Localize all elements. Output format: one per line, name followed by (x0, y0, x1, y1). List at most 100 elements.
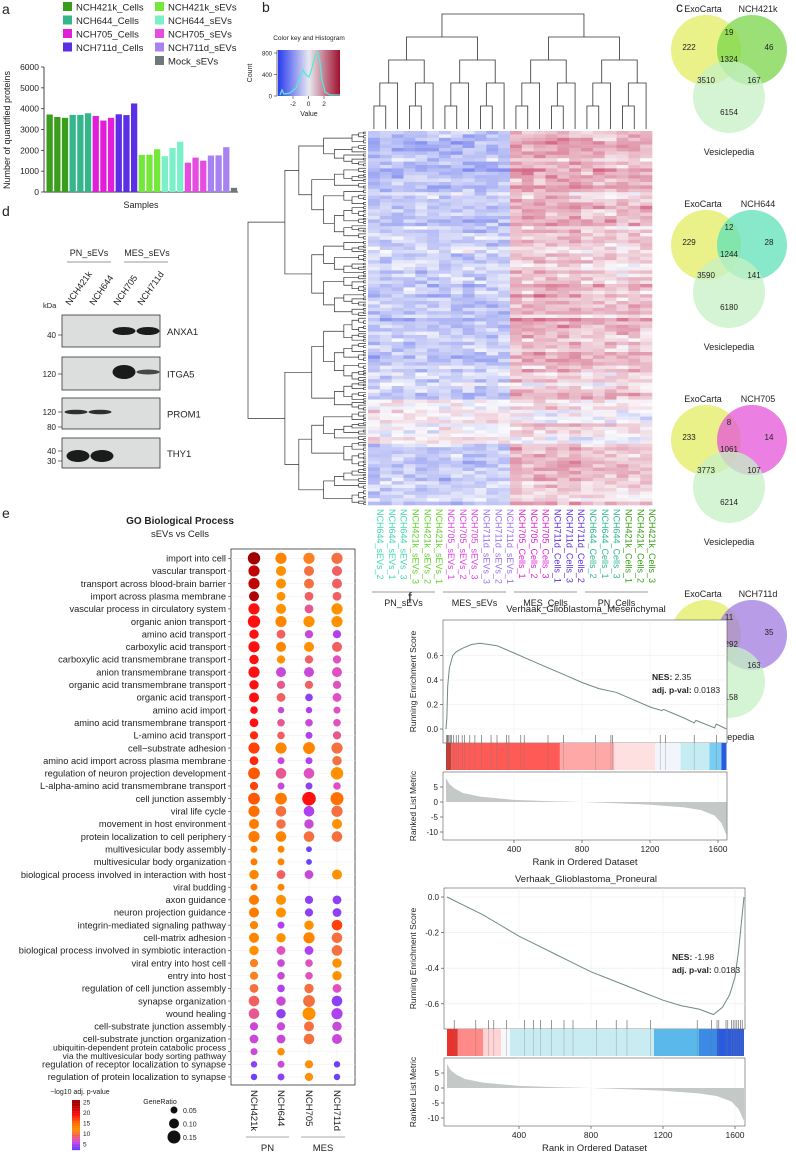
color-legend-step (72, 1105, 80, 1107)
heatmap-cell (569, 382, 582, 387)
heatmap-cell (450, 131, 463, 135)
heatmap-cell (498, 501, 511, 506)
heatmap-cell (462, 290, 475, 295)
heatmap-cell (604, 382, 617, 387)
heatmap-cell (427, 498, 440, 502)
heatmap-cell (510, 430, 523, 434)
heatmap-cell (510, 171, 523, 176)
dendrogram-branch (444, 105, 458, 129)
term-label: amino acid transport (142, 629, 227, 639)
heatmap-cell (462, 324, 475, 329)
go-dot (304, 565, 314, 576)
go-dot (249, 629, 259, 639)
heatmap-cell (439, 454, 452, 458)
go-dot (248, 666, 260, 678)
heatmap-cell (486, 379, 499, 383)
heatmap-cell (510, 168, 523, 173)
heatmap-cell (557, 426, 570, 431)
dendrogram-branch (363, 131, 366, 135)
heatmap-cell (616, 246, 629, 251)
heatmap-cell (628, 171, 641, 176)
heatmap-cell (498, 341, 511, 346)
heatmap-cell (462, 389, 475, 394)
heatmap-cell (415, 464, 428, 468)
heatmap-cell (415, 379, 428, 383)
heatmap-cell (368, 175, 381, 179)
heatmap-cell (604, 277, 617, 281)
go-dot (304, 630, 314, 639)
heatmap-cell (474, 488, 487, 492)
x-axis-label: Rank in Ordered Dataset (542, 1143, 647, 1154)
heatmap-cell (616, 386, 629, 390)
heatmap-cell (368, 134, 381, 139)
dendrogram-branch (363, 468, 366, 471)
panel-label-b: b (262, 0, 270, 15)
heatmap-cell (604, 219, 617, 224)
column-label: NCH644 (275, 1090, 286, 1126)
heatmap-cell (616, 477, 629, 482)
heatmap-cell (486, 406, 499, 411)
heatmap-cell (427, 338, 440, 343)
heatmap-cell (486, 318, 499, 322)
heatmap-cell (474, 165, 487, 169)
heatmap-cell (510, 263, 523, 268)
color-bar-segment (654, 1029, 699, 1056)
heatmap-cell (569, 440, 582, 445)
heatmap-cell (439, 263, 452, 268)
heatmap-cell (403, 420, 416, 424)
heatmap-cell (581, 399, 594, 404)
heatmap-cell (521, 433, 534, 438)
heatmap-cell (510, 464, 523, 468)
term-label: regulation of neuron projection developm… (45, 769, 227, 779)
heatmap-cell (403, 290, 416, 295)
heatmap-cell (391, 426, 404, 431)
color-legend-step (72, 1117, 80, 1119)
heatmap-cell (592, 185, 605, 190)
heatmap-cell (557, 345, 570, 349)
dendrogram-branch (323, 416, 353, 435)
heatmap-cell (368, 307, 381, 312)
heatmap-cell (581, 409, 594, 414)
heatmap-cell (557, 324, 570, 329)
legend-label: NCH421k_sEVs (168, 3, 237, 14)
heatmap-cell (439, 161, 452, 166)
heatmap-cell (391, 471, 404, 475)
heatmap-cell (510, 474, 523, 479)
heatmap-cell (510, 280, 523, 285)
heatmap-cell (510, 450, 523, 455)
heatmap-cell (498, 430, 511, 434)
heatmap-cell (427, 484, 440, 489)
dendrogram-branch (363, 438, 366, 441)
heatmap-cell (604, 273, 617, 278)
heatmap-cell (474, 192, 487, 196)
dendrogram-branch (358, 354, 364, 360)
heatmap-cell (462, 158, 475, 162)
heatmap-cell (379, 175, 392, 179)
heatmap-cell (533, 304, 546, 309)
heatmap-cell (462, 243, 475, 247)
heatmap-cell (368, 413, 381, 417)
heatmap-cell (462, 335, 475, 339)
heatmap-cell (521, 175, 534, 179)
heatmap-cell (604, 131, 617, 135)
heatmap-cell (510, 243, 523, 247)
dendrogram-branch (358, 255, 364, 260)
heatmap-cell (439, 352, 452, 356)
es-frame (443, 887, 746, 1030)
heatmap-cell (391, 481, 404, 485)
dendrogram-branch (311, 179, 335, 211)
heatmap-cell (569, 335, 582, 339)
heatmap-cell (569, 233, 582, 237)
heatmap-cell (628, 338, 641, 343)
group-label: PN (261, 1143, 274, 1154)
heatmap-cell (581, 144, 594, 149)
heatmap-cell (616, 396, 629, 400)
heatmap-cell (368, 226, 381, 230)
heatmap-cell (403, 413, 416, 417)
heatmap-cell (427, 324, 440, 329)
heatmap-cell (616, 416, 629, 421)
heatmap-cell (450, 199, 463, 203)
heatmap-cell (403, 328, 416, 332)
heatmap-cell (510, 369, 523, 373)
heatmap-cell (403, 277, 416, 281)
